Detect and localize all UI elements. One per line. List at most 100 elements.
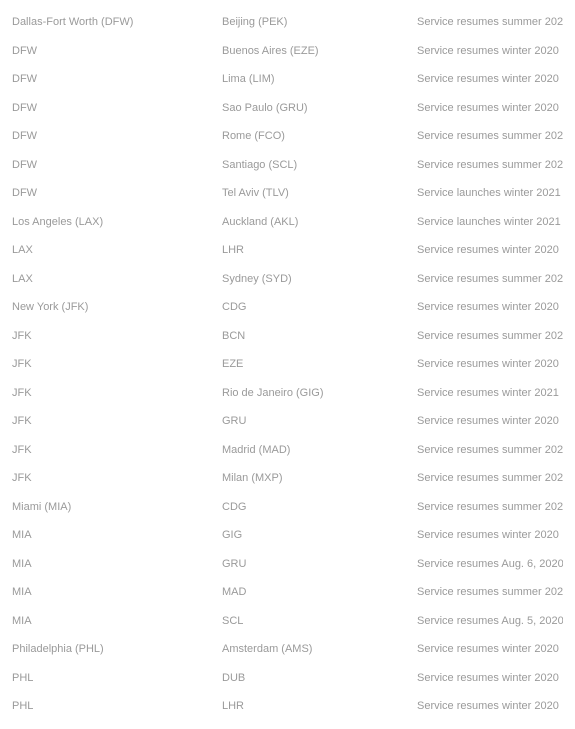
destination-cell: Santiago (SCL) bbox=[222, 159, 417, 171]
destination-cell: LHR bbox=[222, 244, 417, 256]
destination-cell: LHR bbox=[222, 700, 417, 712]
status-cell: Service resumes winter 2020 bbox=[417, 700, 563, 712]
origin-cell: JFK bbox=[12, 387, 222, 399]
table-row: LAXSydney (SYD)Service resumes summer 20… bbox=[12, 265, 563, 294]
destination-cell: BCN bbox=[222, 330, 417, 342]
table-row: DFWLima (LIM)Service resumes winter 2020 bbox=[12, 65, 563, 94]
destination-cell: Milan (MXP) bbox=[222, 472, 417, 484]
origin-cell: JFK bbox=[12, 444, 222, 456]
destination-cell: Sydney (SYD) bbox=[222, 273, 417, 285]
origin-cell: DFW bbox=[12, 159, 222, 171]
destination-cell: GRU bbox=[222, 415, 417, 427]
status-cell: Service resumes summer 2021 bbox=[417, 472, 563, 484]
status-cell: Service resumes winter 2020 bbox=[417, 45, 563, 57]
table-row: JFKRio de Janeiro (GIG)Service resumes w… bbox=[12, 379, 563, 408]
status-cell: Service resumes summer 2021 bbox=[417, 501, 563, 513]
status-cell: Service resumes winter 2020 bbox=[417, 102, 563, 114]
destination-cell: Rio de Janeiro (GIG) bbox=[222, 387, 417, 399]
destination-cell: CDG bbox=[222, 501, 417, 513]
table-row: MIAMADService resumes summer 2021 bbox=[12, 578, 563, 607]
origin-cell: Dallas-Fort Worth (DFW) bbox=[12, 16, 222, 28]
origin-cell: PHL bbox=[12, 700, 222, 712]
destination-cell: Auckland (AKL) bbox=[222, 216, 417, 228]
status-cell: Service resumes Aug. 5, 2020 bbox=[417, 615, 563, 627]
destination-cell: Lima (LIM) bbox=[222, 73, 417, 85]
status-cell: Service resumes Aug. 6, 2020 bbox=[417, 558, 563, 570]
table-row: DFWTel Aviv (TLV)Service launches winter… bbox=[12, 179, 563, 208]
status-cell: Service resumes summer 2021 bbox=[417, 330, 563, 342]
status-cell: Service resumes winter 2020 bbox=[417, 358, 563, 370]
destination-cell: Rome (FCO) bbox=[222, 130, 417, 142]
origin-cell: MIA bbox=[12, 558, 222, 570]
origin-cell: MIA bbox=[12, 615, 222, 627]
table-row: JFKMilan (MXP)Service resumes summer 202… bbox=[12, 464, 563, 493]
status-cell: Service resumes summer 2021 bbox=[417, 130, 563, 142]
table-row: JFKMadrid (MAD)Service resumes summer 20… bbox=[12, 436, 563, 465]
table-row: JFKEZEService resumes winter 2020 bbox=[12, 350, 563, 379]
status-cell: Service resumes winter 2020 bbox=[417, 672, 563, 684]
status-cell: Service resumes winter 2020 bbox=[417, 643, 563, 655]
table-row: JFKBCNService resumes summer 2021 bbox=[12, 322, 563, 351]
table-row: DFWSantiago (SCL)Service resumes summer … bbox=[12, 151, 563, 180]
status-cell: Service resumes winter 2020 bbox=[417, 301, 563, 313]
origin-cell: DFW bbox=[12, 73, 222, 85]
status-cell: Service launches winter 2021 bbox=[417, 216, 563, 228]
destination-cell: Amsterdam (AMS) bbox=[222, 643, 417, 655]
origin-cell: JFK bbox=[12, 472, 222, 484]
table-row: Philadelphia (PHL)Amsterdam (AMS)Service… bbox=[12, 635, 563, 664]
destination-cell: Sao Paulo (GRU) bbox=[222, 102, 417, 114]
origin-cell: Los Angeles (LAX) bbox=[12, 216, 222, 228]
origin-cell: New York (JFK) bbox=[12, 301, 222, 313]
route-schedule-table: Dallas-Fort Worth (DFW)Beijing (PEK)Serv… bbox=[12, 8, 563, 721]
status-cell: Service resumes summer 2021 bbox=[417, 16, 563, 28]
destination-cell: Madrid (MAD) bbox=[222, 444, 417, 456]
origin-cell: DFW bbox=[12, 102, 222, 114]
origin-cell: DFW bbox=[12, 187, 222, 199]
destination-cell: DUB bbox=[222, 672, 417, 684]
origin-cell: Philadelphia (PHL) bbox=[12, 643, 222, 655]
status-cell: Service resumes summer 2021 bbox=[417, 273, 563, 285]
table-row: MIASCLService resumes Aug. 5, 2020 bbox=[12, 607, 563, 636]
table-row: Dallas-Fort Worth (DFW)Beijing (PEK)Serv… bbox=[12, 8, 563, 37]
origin-cell: JFK bbox=[12, 358, 222, 370]
origin-cell: MIA bbox=[12, 529, 222, 541]
table-row: Los Angeles (LAX)Auckland (AKL)Service l… bbox=[12, 208, 563, 237]
status-cell: Service resumes winter 2020 bbox=[417, 415, 563, 427]
table-row: JFKGRUService resumes winter 2020 bbox=[12, 407, 563, 436]
status-cell: Service resumes winter 2021 bbox=[417, 387, 563, 399]
destination-cell: Beijing (PEK) bbox=[222, 16, 417, 28]
destination-cell: Tel Aviv (TLV) bbox=[222, 187, 417, 199]
origin-cell: DFW bbox=[12, 45, 222, 57]
status-cell: Service resumes winter 2020 bbox=[417, 73, 563, 85]
destination-cell: CDG bbox=[222, 301, 417, 313]
origin-cell: PHL bbox=[12, 672, 222, 684]
table-row: MIAGRUService resumes Aug. 6, 2020 bbox=[12, 550, 563, 579]
origin-cell: DFW bbox=[12, 130, 222, 142]
table-row: New York (JFK)CDGService resumes winter … bbox=[12, 293, 563, 322]
destination-cell: SCL bbox=[222, 615, 417, 627]
status-cell: Service resumes winter 2020 bbox=[417, 529, 563, 541]
table-row: PHLLHRService resumes winter 2020 bbox=[12, 692, 563, 721]
origin-cell: LAX bbox=[12, 244, 222, 256]
status-cell: Service resumes summer 2021 bbox=[417, 586, 563, 598]
destination-cell: GIG bbox=[222, 529, 417, 541]
origin-cell: Miami (MIA) bbox=[12, 501, 222, 513]
status-cell: Service resumes summer 2021 bbox=[417, 444, 563, 456]
status-cell: Service resumes summer 2021 bbox=[417, 159, 563, 171]
origin-cell: MIA bbox=[12, 586, 222, 598]
table-row: DFWRome (FCO)Service resumes summer 2021 bbox=[12, 122, 563, 151]
status-cell: Service launches winter 2021 bbox=[417, 187, 563, 199]
origin-cell: JFK bbox=[12, 415, 222, 427]
status-cell: Service resumes winter 2020 bbox=[417, 244, 563, 256]
destination-cell: MAD bbox=[222, 586, 417, 598]
origin-cell: JFK bbox=[12, 330, 222, 342]
destination-cell: EZE bbox=[222, 358, 417, 370]
table-row: DFWSao Paulo (GRU)Service resumes winter… bbox=[12, 94, 563, 123]
destination-cell: GRU bbox=[222, 558, 417, 570]
destination-cell: Buenos Aires (EZE) bbox=[222, 45, 417, 57]
table-row: LAXLHRService resumes winter 2020 bbox=[12, 236, 563, 265]
table-row: MIAGIGService resumes winter 2020 bbox=[12, 521, 563, 550]
origin-cell: LAX bbox=[12, 273, 222, 285]
table-row: Miami (MIA)CDGService resumes summer 202… bbox=[12, 493, 563, 522]
table-row: PHLDUBService resumes winter 2020 bbox=[12, 664, 563, 693]
